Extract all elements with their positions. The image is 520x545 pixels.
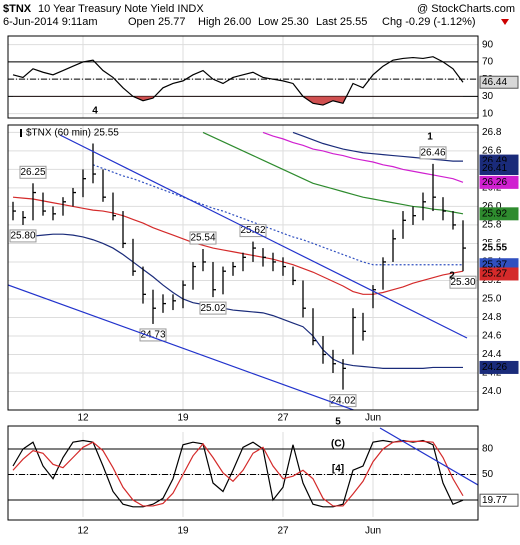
wave-label: 4 [92,106,98,117]
callout-label: 25.54 [190,233,215,244]
callout-label: 25.30 [450,277,475,288]
x-tick-label: 27 [277,413,289,424]
y-tick-label: 80 [482,444,494,455]
y-tick-label: 24.0 [482,386,502,397]
legend-entry: $TNX (60 min) 25.55 [26,128,119,139]
end-label-box [479,360,519,374]
y-tick-label: 10 [482,108,494,119]
end-label: 26.49 [482,156,507,167]
value-label: 19.77 [482,495,507,506]
series-line [12,233,463,369]
y-tick-label: 25.2 [482,275,502,286]
rsi-frame [7,35,479,119]
series-line [202,131,464,215]
callout-box [189,231,217,245]
series-line [292,131,463,162]
y-tick-label: 50 [482,469,494,480]
end-label: 25.55 [482,243,507,254]
callout-label: 24.02 [330,395,355,406]
wave-label: (C) [331,439,345,450]
callout-box [9,229,37,243]
y-tick-label: 24.4 [482,349,502,360]
source: @ StockCharts.com [417,3,515,15]
series-line [92,164,463,266]
wave-label: 5 [335,417,341,428]
value-label: 46.44 [482,77,507,88]
end-label-box [479,267,519,281]
x-tick-label: 19 [177,413,189,424]
y-tick-label: 26.6 [482,146,502,157]
x-tick-label: Jun [365,526,381,537]
x-tick-label: 12 [77,413,89,424]
y-tick-label: 24.6 [482,331,502,342]
trendline [8,284,356,410]
end-label: 25.92 [482,208,507,219]
y-tick-label: 30 [482,91,494,102]
callout-label: 24.73 [140,330,165,341]
value-box [479,75,519,89]
callout-label: 26.25 [20,167,45,178]
end-label: 26.41 [482,163,507,174]
end-label: 25.27 [482,269,507,280]
y-tick-label: 26.0 [482,201,502,212]
callout-box [139,328,167,342]
callout-label: 25.02 [200,303,225,314]
end-label: 26.26 [482,177,507,188]
end-label: 24.26 [482,362,507,373]
y-tick-label: 24.8 [482,312,502,323]
callout-box [199,301,227,315]
y-tick-label: 25.8 [482,220,502,231]
plot-layer: 103050709046.44424.024.224.424.624.825.0… [8,36,519,537]
callout-label: 26.46 [420,148,445,159]
wave-label: [4] [332,464,344,475]
security-name: 10 Year Treasury Note Yield INDX [38,3,204,15]
y-tick-label: 26.8 [482,127,502,138]
series-line [12,56,464,106]
callout-box [19,165,47,179]
value-box [479,493,519,507]
y-tick-label: 70 [482,57,494,68]
high: High 26.00 [198,16,251,28]
x-tick-label: 27 [277,526,289,537]
price-frame [7,124,479,411]
x-tick-label: 19 [177,526,189,537]
legend-icon [20,129,22,137]
down-arrow [501,19,509,25]
trendline [59,134,468,339]
last: Last 25.55 [316,16,367,28]
date: 6-Jun-2014 9:11am [3,16,98,28]
end-label: 25.37 [482,259,507,270]
y-tick-label: 25.0 [482,294,502,305]
x-tick-label: Jun [365,413,381,424]
callout-label: 25.80 [10,231,35,242]
symbol: $TNX [3,3,32,15]
stoch-frame [7,425,479,521]
series-line [12,439,464,508]
callout-box [419,146,447,160]
change: Chg -0.29 (-1.12%) [382,16,476,28]
wave-label: 2 [449,271,455,282]
low: Low 25.30 [258,16,309,28]
end-label-box [479,207,519,221]
open: Open 25.77 [128,16,186,28]
x-tick-label: 12 [77,526,89,537]
series-line [262,131,464,183]
end-label-box [480,242,518,255]
end-label-box [479,161,519,175]
trendline [379,427,478,486]
trendlines [8,134,468,410]
series-line [12,196,464,295]
callout-box [449,275,477,289]
y-tick-label: 90 [482,39,494,50]
end-label-box [479,175,519,189]
series-line [12,440,464,507]
wave-label: 1 [427,132,433,143]
